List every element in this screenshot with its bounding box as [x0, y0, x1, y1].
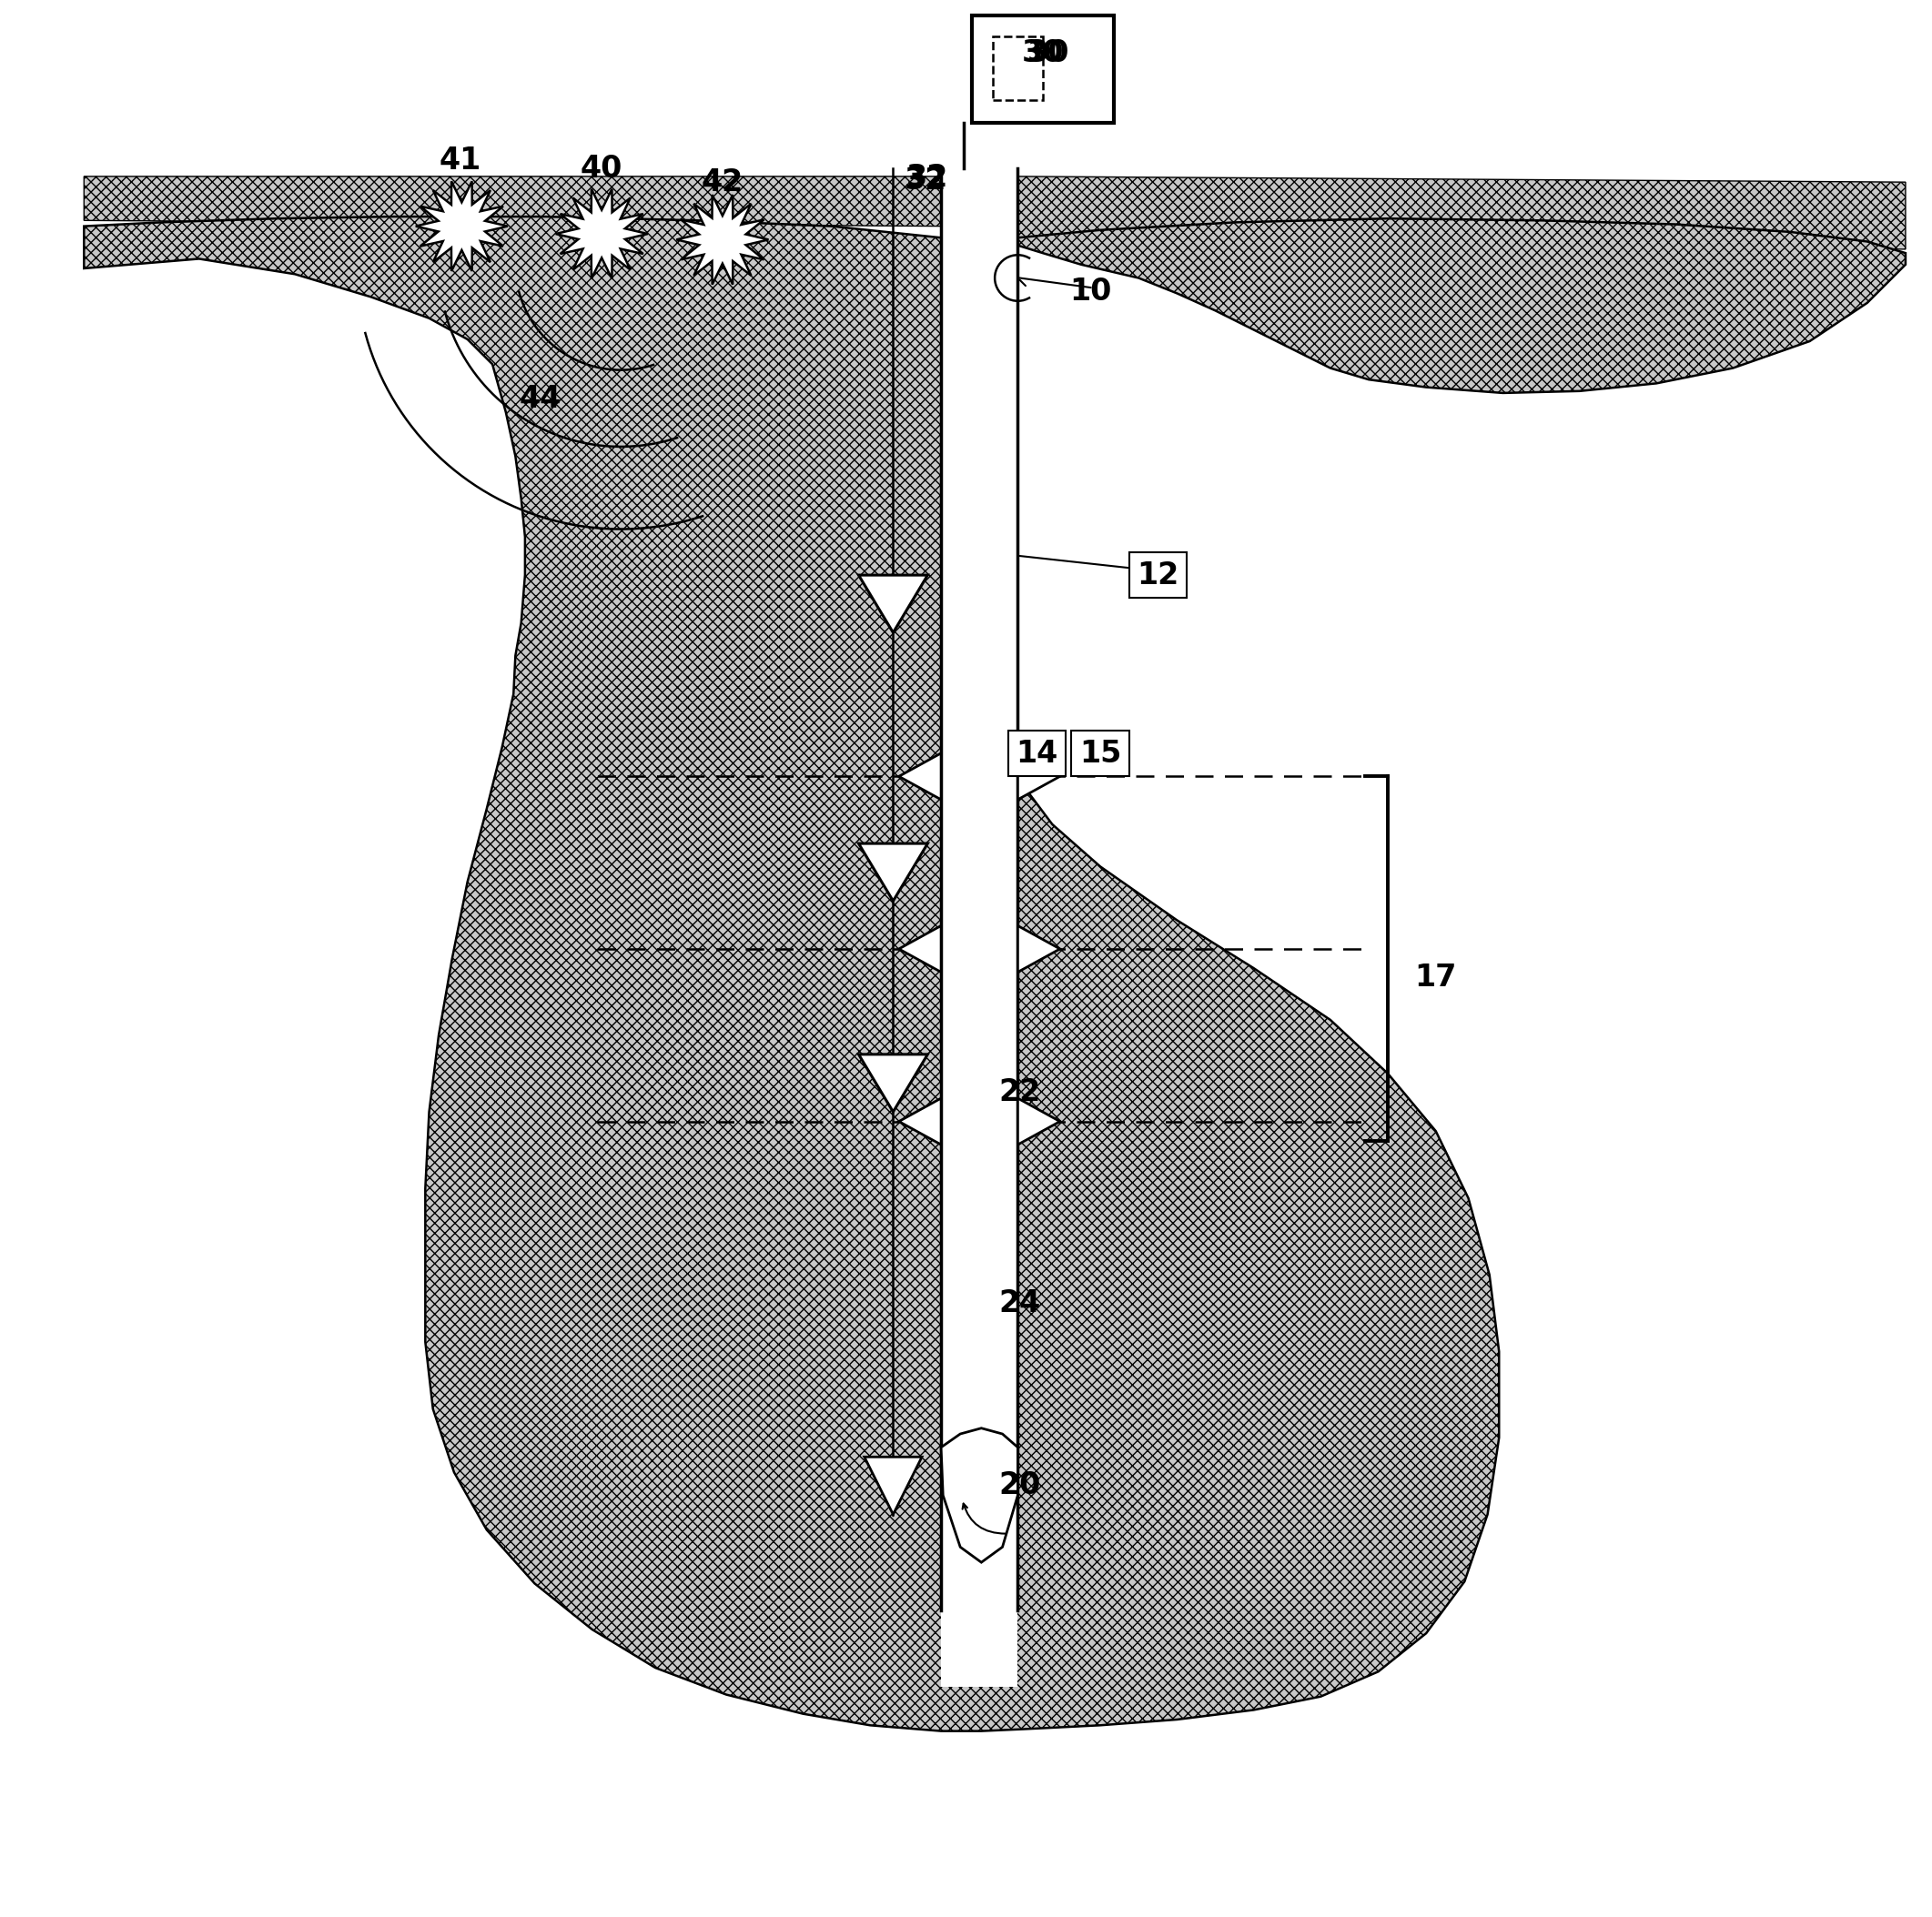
Polygon shape: [1018, 926, 1061, 972]
Text: 10: 10: [1070, 276, 1111, 307]
Text: 15: 15: [1080, 738, 1121, 769]
Bar: [941, 153, 1018, 1687]
Text: 41: 41: [439, 146, 481, 176]
Polygon shape: [1018, 753, 1061, 799]
Text: 32: 32: [904, 165, 947, 196]
Text: 44: 44: [520, 383, 562, 414]
Polygon shape: [858, 843, 927, 901]
Polygon shape: [858, 1054, 927, 1112]
Text: 40: 40: [582, 153, 622, 184]
Text: 12: 12: [1136, 560, 1179, 590]
Text: 42: 42: [701, 167, 744, 197]
Text: 30: 30: [1028, 38, 1070, 69]
Polygon shape: [676, 196, 769, 284]
Bar: [993, 36, 1043, 100]
Polygon shape: [898, 1098, 941, 1144]
Text: 14: 14: [1016, 738, 1059, 769]
Polygon shape: [864, 1457, 922, 1514]
Polygon shape: [941, 1428, 1018, 1562]
Polygon shape: [898, 926, 941, 972]
Polygon shape: [898, 753, 941, 799]
Text: 32: 32: [906, 163, 949, 194]
Bar: [972, 15, 1113, 123]
Polygon shape: [858, 575, 927, 633]
Polygon shape: [83, 217, 1905, 1731]
Polygon shape: [1018, 1098, 1061, 1144]
Text: 30: 30: [1022, 38, 1065, 69]
Text: 22: 22: [999, 1077, 1041, 1108]
Polygon shape: [83, 176, 941, 226]
Text: 20: 20: [999, 1470, 1041, 1501]
Text: 24: 24: [999, 1288, 1041, 1319]
Polygon shape: [415, 182, 508, 270]
Text: 17: 17: [1414, 962, 1457, 993]
Polygon shape: [556, 190, 647, 278]
Polygon shape: [1018, 176, 1905, 249]
